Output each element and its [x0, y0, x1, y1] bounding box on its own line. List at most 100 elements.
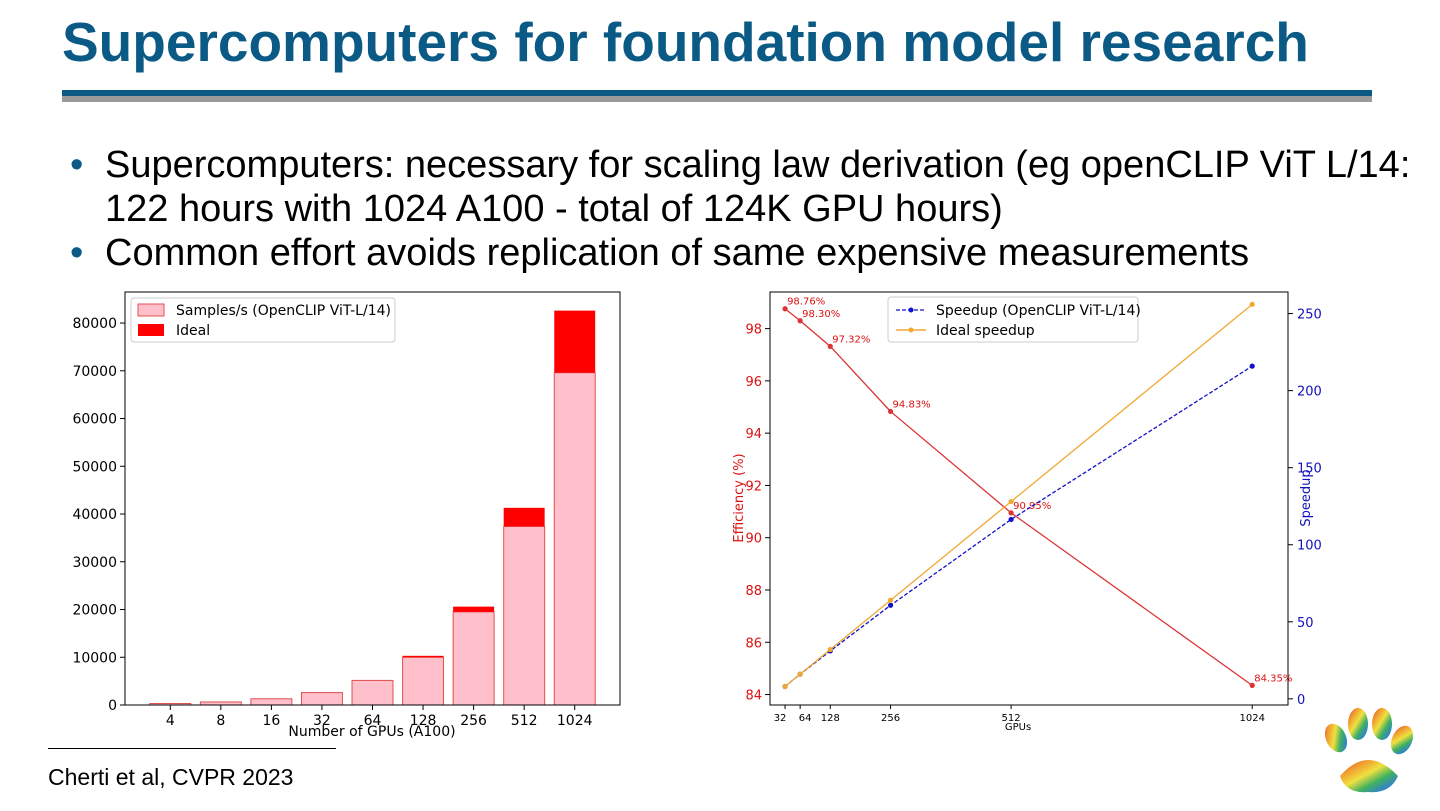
slide-title: Supercomputers for foundation model rese…: [62, 11, 1309, 73]
data-label: 90.95%: [1013, 501, 1051, 512]
bar-ideal: [453, 606, 495, 612]
legend-swatch-ideal: [138, 324, 164, 336]
xtick-label: 32: [774, 713, 787, 724]
xtick-label: 512: [1002, 713, 1021, 724]
left-tick-label: 84: [745, 689, 762, 704]
bullet-item: • Common effort avoids replication of sam…: [70, 231, 1420, 275]
footnote-rule: [48, 748, 336, 749]
xtick-label: 1024: [557, 713, 593, 729]
series-point-1: [1249, 363, 1255, 369]
xtick-label: 8: [216, 713, 225, 729]
data-label: 98.30%: [802, 309, 840, 320]
series-point-2: [887, 597, 894, 603]
xtick-label: 64: [364, 713, 382, 729]
bar-chart-yticks: 0 10000 20000 30000 40000 50000 60000 70000 8000…: [72, 316, 125, 714]
line-chart-xlabel: GPUs: [1005, 722, 1031, 733]
bar-samples: [503, 525, 546, 706]
ytick-label: 60000: [72, 412, 117, 428]
legend-box: [130, 297, 396, 343]
series-line-2: [784, 303, 1253, 688]
title-underline-blue: [62, 90, 1372, 96]
line-chart-xticks: 32 64 128 256 512 1024: [774, 705, 1265, 724]
left-axis-ticks: 84 86 88 90 92 94 96 98: [745, 323, 770, 704]
series-point-0: [782, 306, 788, 312]
ytick-label: 10000: [72, 650, 117, 666]
ytick-label: 0: [108, 698, 117, 714]
series-point-2: [797, 671, 803, 677]
ytick-label: 30000: [72, 555, 117, 571]
legend-swatch-samples: [137, 303, 165, 317]
right-tick-label: 0: [1297, 693, 1305, 708]
ytick-label: 70000: [72, 364, 117, 380]
left-axis-label: Efficiency (%): [732, 453, 747, 542]
series-line-1: [784, 365, 1253, 688]
bar-ideal: [402, 655, 444, 658]
series-point-2: [782, 683, 788, 690]
right-tick-label: 250: [1297, 308, 1322, 323]
xtick-label: 64: [799, 713, 812, 724]
bar-samples: [351, 679, 394, 706]
right-axis-ticks: 0 50 100 150 200 250: [1288, 308, 1322, 708]
right-axis-label: Speedup: [1299, 469, 1314, 526]
xtick-label: 32: [313, 713, 331, 729]
bar-samples: [553, 372, 596, 706]
series-line-0: [784, 308, 1253, 686]
left-tick-label: 92: [745, 479, 762, 494]
bullet-dot-icon: •: [70, 144, 84, 186]
legend-box: [887, 296, 1139, 343]
citation-text: Cherti et al, CVPR 2023: [48, 764, 294, 790]
line-chart-legend: Speedup (OpenCLIP ViT-L/14) Ideal speedu…: [887, 296, 1141, 343]
legend-label-speedup: Speedup (OpenCLIP ViT-L/14): [936, 303, 1141, 319]
ytick-label: 20000: [72, 603, 117, 619]
right-tick-label: 200: [1297, 385, 1322, 400]
bar-samples: [452, 611, 495, 706]
legend-label-samples: Samples/s (OpenCLIP ViT-L/14): [176, 303, 391, 319]
left-tick-label: 96: [745, 375, 762, 390]
series-point-0: [1008, 510, 1014, 516]
right-tick-label: 50: [1297, 616, 1314, 631]
left-tick-label: 98: [745, 323, 762, 338]
xtick-label: 512: [511, 713, 538, 729]
xtick-label: 4: [166, 713, 175, 729]
rainbow-paw-logo-icon: [1324, 708, 1414, 793]
series-point-2: [1008, 498, 1014, 505]
bullet-text: Common effort avoids replication of same…: [105, 232, 1250, 274]
series-point-1: [887, 602, 894, 608]
data-label: 98.76%: [787, 297, 825, 308]
bullet-item: • Supercomputers: necessary for scaling l…: [70, 143, 1420, 231]
xtick-label: 128: [410, 713, 437, 729]
bar-ideal: [554, 310, 596, 373]
efficiency-speedup-line-chart: 84 86 88 90 92 94 96 98 0 50 100 150 200 250 32 64 128…: [732, 291, 1322, 733]
left-tick-label: 88: [745, 584, 762, 599]
legend-label-ideal: Ideal: [176, 323, 210, 339]
series-point-0: [1249, 682, 1255, 688]
series-point-1: [1008, 516, 1014, 523]
xtick-label: 256: [881, 713, 900, 724]
samples-per-second-bar-chart: 0 10000 20000 30000 40000 50000 60000 70000 8000…: [72, 291, 621, 740]
line-chart-frame: [769, 291, 1289, 706]
xtick-label: 16: [262, 713, 280, 729]
bullet-list: • Supercomputers: necessary for scaling l…: [70, 143, 1420, 275]
data-label: 97.32%: [832, 334, 870, 345]
data-label: 84.35%: [1254, 673, 1292, 684]
bar-chart-legend: Samples/s (OpenCLIP ViT-L/14) Ideal: [130, 297, 396, 343]
bar-samples: [250, 698, 293, 706]
right-tick-label: 100: [1297, 539, 1322, 554]
bullet-text: Supercomputers: necessary for scaling la…: [105, 144, 1411, 230]
legend-marker-ideal: [908, 327, 914, 333]
right-tick-label: 150: [1297, 462, 1322, 477]
bar-ideal: [503, 507, 545, 527]
ytick-label: 50000: [72, 459, 117, 475]
title-underline-gray: [62, 96, 1372, 102]
series-point-0: [827, 343, 833, 349]
legend-marker-speedup: [908, 307, 914, 313]
bar-chart-frame: [124, 291, 621, 706]
bar-chart-bars: [149, 310, 596, 706]
series-point-2: [827, 646, 833, 653]
series-point-2: [1249, 301, 1255, 307]
left-tick-label: 94: [745, 427, 762, 442]
line-chart-series: 98.76%98.30% 97.32% 94.83% 90.95% 84.35%: [782, 297, 1292, 690]
legend-label-ideal-speedup: Ideal speedup: [936, 323, 1035, 339]
xtick-label: 1024: [1239, 713, 1264, 724]
left-tick-label: 90: [745, 532, 762, 547]
